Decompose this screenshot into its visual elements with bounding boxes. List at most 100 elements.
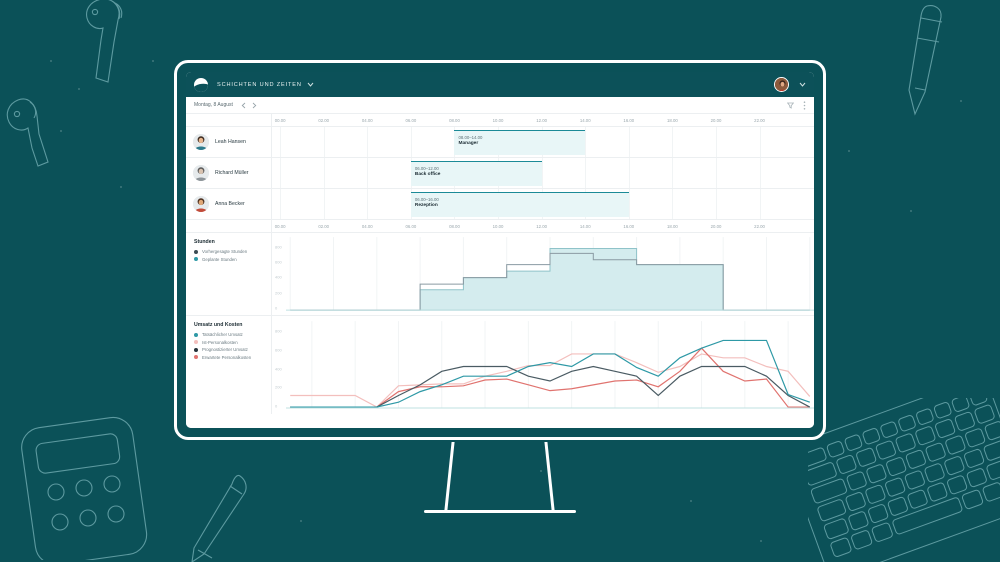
brand-leaf-logo[interactable] <box>194 77 208 92</box>
time-tick: 16.00 <box>623 118 635 123</box>
employee-row[interactable]: Anna Becker 06.00–16.00 Rezeption <box>186 189 814 220</box>
legend-dot-actual-revenue <box>194 332 198 337</box>
time-axis-top-row: 00.00 02.00 04.00 06.00 08.00 10.00 12.00 14.00… <box>186 114 814 127</box>
legend-label-forecast-hours: Vorhergesagte Stunden <box>202 249 248 254</box>
revenue-chart-plot-area: 800 600 400 200 0 <box>272 316 814 414</box>
shift-block[interactable]: 06.00–12.00 Back office <box>410 161 542 186</box>
grid-line <box>628 189 630 219</box>
monitor-stand-base <box>424 510 576 513</box>
grid-line <box>715 158 717 188</box>
shift-role: Back office <box>414 171 441 177</box>
avatar-anna-becker[interactable] <box>193 196 209 212</box>
y-axis-tick: 0 <box>275 305 278 311</box>
grid-line <box>628 127 630 157</box>
grid-line <box>541 158 543 188</box>
filter-icon[interactable] <box>787 102 794 109</box>
employee-name: Anna Becker <box>215 201 245 207</box>
grid-line <box>672 127 674 157</box>
legend-dot-forecast-revenue <box>194 347 198 352</box>
time-axis-top: 00.00 02.00 04.00 06.00 08.00 10.00 12.00 14.00… <box>272 114 814 127</box>
y-axis-tick: 0 <box>275 403 278 409</box>
user-avatar[interactable] <box>774 77 789 92</box>
y-axis-tick: 600 <box>275 259 282 265</box>
legend-item-actual-revenue[interactable]: Tatsächlicher Umsatz <box>194 332 271 337</box>
time-tick: 18.00 <box>667 118 678 123</box>
revenue-chart-title: Umsatz und Kosten <box>194 322 243 328</box>
schedule-body: 00.00 02.00 04.00 06.00 08.00 10.00 12.00 14.00… <box>186 114 814 428</box>
time-tick: 00.00 <box>274 224 286 229</box>
legend-label-forecast-revenue: Prognostizierter Umsatz <box>202 347 248 353</box>
shift-time: 06.00–16.00 <box>414 197 439 202</box>
time-tick: 22.00 <box>754 224 765 229</box>
legend-label-expected-labor-cost: Erwartete Personalkosten <box>202 354 252 360</box>
shift-role: Manager <box>458 140 479 146</box>
legend-item-expected-labor-cost[interactable]: Erwartete Personalkosten <box>194 355 271 360</box>
time-tick: 06.00 <box>405 118 417 123</box>
grid-line <box>715 189 717 219</box>
time-tick: 14.00 <box>579 118 591 123</box>
shift-block[interactable]: 08.00–14.00 Manager <box>454 130 586 155</box>
avatar-leah-hansen[interactable] <box>193 134 209 150</box>
avatar-chevron-down-icon[interactable] <box>799 82 806 87</box>
grid-line <box>585 127 587 157</box>
legend-dot-expected-labor-cost <box>194 355 198 360</box>
next-day-button[interactable] <box>252 102 257 109</box>
employee-rows: Leah Hansen 08.00–14.00 Manager Richard Mül… <box>186 127 814 220</box>
grid-line <box>323 127 325 157</box>
grid-line <box>367 127 369 157</box>
time-tick: 20.00 <box>710 224 722 229</box>
grid-line <box>367 189 369 219</box>
grid-line <box>672 158 674 188</box>
shift-block[interactable]: 06.00–16.00 Rezeption <box>410 192 629 217</box>
app-header: SCHICHTEN UND ZEITEN <box>186 72 814 97</box>
time-tick: 10.00 <box>492 118 504 123</box>
employee-row[interactable]: Richard Müller 06.00–12.00 Back office <box>186 158 814 189</box>
monitor-bezel: SCHICHTEN UND ZEITEN <box>174 60 826 440</box>
more-vertical-icon[interactable] <box>803 100 806 110</box>
grid-line <box>280 127 282 157</box>
employee-cell: Richard Müller <box>186 158 272 188</box>
legend-label-actual-revenue: Tatsächlicher Umsatz <box>202 332 243 337</box>
time-tick: 02.00 <box>318 118 330 123</box>
legend-label-actual-labor-cost: Ist-Personalkosten <box>202 339 238 345</box>
app-header-right <box>774 77 806 92</box>
grid-line <box>759 127 761 157</box>
y-axis-tick: 800 <box>275 328 282 334</box>
shift-time: 08.00–14.00 <box>458 135 483 140</box>
legend-dot-forecast-hours <box>194 249 198 254</box>
hours-chart-section: Stunden Vorhergesagte Stunden Geplante S… <box>186 233 814 316</box>
time-tick: 02.00 <box>318 224 330 229</box>
time-axis-left-spacer <box>186 114 272 127</box>
current-date-label: Montag, 8 August <box>194 102 233 108</box>
legend-item-forecast-revenue[interactable]: Prognostizierter Umsatz <box>194 347 271 352</box>
employee-cell: Leah Hansen <box>186 127 272 157</box>
shift-role: Rezeption <box>414 202 438 208</box>
shift-track[interactable]: 06.00–12.00 Back office <box>272 158 814 188</box>
avatar-richard-mueller[interactable] <box>193 165 209 181</box>
time-tick: 10.00 <box>492 224 504 229</box>
time-tick: 08.00 <box>449 118 460 123</box>
revenue-chart-legend: Umsatz und Kosten Tatsächlicher Umsatz I… <box>186 316 272 414</box>
legend-item-actual-labor-cost[interactable]: Ist-Personalkosten <box>194 340 271 345</box>
monitor-stand-right-leg <box>544 442 555 510</box>
grid-line <box>759 189 761 219</box>
grid-line <box>672 189 674 219</box>
monitor-stand-left-leg <box>444 442 455 510</box>
y-axis-tick: 200 <box>275 384 282 390</box>
shift-track[interactable]: 08.00–14.00 Manager <box>272 127 814 157</box>
time-tick: 12.00 <box>536 224 548 229</box>
prev-day-button[interactable] <box>241 102 246 109</box>
legend-item-forecast-hours[interactable]: Vorhergesagte Stunden <box>194 249 271 254</box>
grid-line <box>715 127 717 157</box>
employee-row[interactable]: Leah Hansen 08.00–14.00 Manager <box>186 127 814 158</box>
time-axis-bottom-spacer <box>186 220 272 233</box>
legend-dot-actual-labor-cost <box>194 340 198 345</box>
grid-line <box>759 158 761 188</box>
time-tick: 16.00 <box>623 224 635 229</box>
grid-line <box>585 158 587 188</box>
legend-item-planned-hours[interactable]: Geplante Stunden <box>194 257 271 262</box>
revenue-chart-svg <box>286 316 814 414</box>
title-chevron-down-icon[interactable] <box>307 82 314 87</box>
shift-track[interactable]: 06.00–16.00 Rezeption <box>272 189 814 219</box>
